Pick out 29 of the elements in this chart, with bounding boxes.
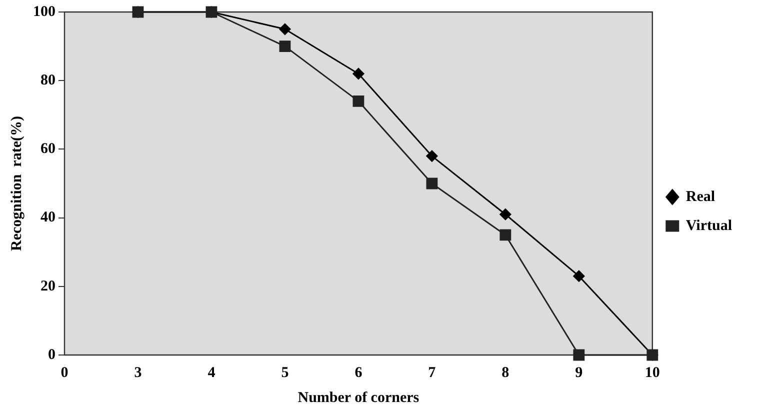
x-tick-label: 6 [354, 364, 363, 381]
point [352, 68, 364, 80]
x-tick-label: 4 [208, 364, 216, 381]
point [500, 229, 512, 241]
point [426, 178, 438, 190]
y-tick-label: 0 [48, 346, 56, 363]
y-tick-label: 40 [40, 210, 56, 226]
x-tick-label: 10 [644, 364, 660, 381]
point [573, 270, 585, 282]
x-tick-label: 8 [502, 364, 510, 381]
point [426, 150, 438, 162]
y-axis-title: Recognition rate(%) [8, 116, 25, 251]
x-tick-label: 0 [60, 364, 68, 381]
point [279, 40, 291, 52]
x-tick-label: 7 [428, 364, 436, 381]
x-axis-title: Number of corners [298, 390, 420, 406]
point [573, 349, 585, 361]
legend-label: Virtual [686, 218, 732, 234]
legend-label: Real [686, 188, 716, 205]
x-tick-label: 5 [281, 364, 289, 381]
x-tick-label: 9 [575, 364, 583, 381]
point [352, 95, 364, 107]
point [279, 23, 291, 35]
y-tick-label: 60 [40, 141, 56, 158]
y-tick-label: 100 [33, 4, 56, 20]
y-tick-label: 20 [40, 278, 56, 294]
x-tick-label: 3 [134, 364, 142, 381]
y-tick-label: 80 [40, 72, 56, 88]
point [500, 208, 512, 220]
